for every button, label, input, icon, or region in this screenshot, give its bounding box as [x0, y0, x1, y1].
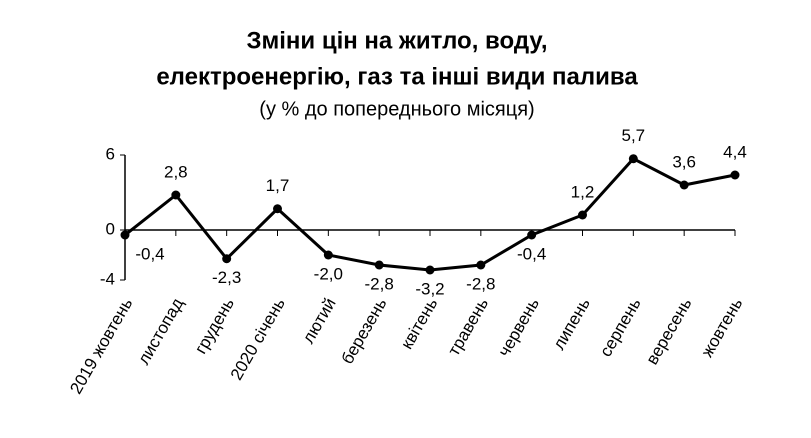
x-tick-label: серпень [596, 295, 645, 360]
value-label: 2,8 [164, 162, 188, 181]
x-tick-label: травень [444, 295, 492, 359]
chart-title: електроенергію, газ та інші види палива [156, 63, 638, 90]
chart-title: Зміни цін на житло, воду, [246, 27, 547, 54]
point [578, 210, 587, 220]
x-tick-label: березень [338, 295, 391, 368]
line [124, 156, 736, 272]
value-label: 5,7 [622, 126, 646, 145]
x-tick-label: грудень [191, 295, 238, 357]
value-label: -2,8 [365, 274, 394, 293]
value-label: -2,3 [212, 268, 241, 287]
value-label: -3,2 [415, 279, 444, 298]
point [679, 180, 689, 190]
x-tick-label: червень [494, 295, 543, 360]
point [171, 190, 181, 200]
y-tick-label: 0 [106, 219, 115, 238]
point [374, 260, 384, 270]
value-label: 1,7 [266, 176, 290, 195]
y-tick-label: -4 [100, 269, 115, 288]
x-tick-label: 2019 жовтень [66, 295, 136, 398]
point [628, 154, 638, 164]
value-label: 4,4 [723, 142, 747, 161]
x-tick-label: листопад [134, 295, 187, 368]
point [425, 265, 435, 275]
point [476, 260, 486, 270]
value-label: -2,8 [466, 274, 495, 293]
x-tick-label: 2020 січень [227, 295, 289, 384]
x-tick-label: лютий [299, 295, 340, 347]
point [730, 170, 740, 180]
point [120, 230, 130, 240]
value-label: 1,2 [571, 182, 595, 201]
chart-subtitle: (у % до попереднього місяця) [259, 98, 534, 120]
x-tick-label: липень [549, 295, 594, 353]
point [273, 204, 282, 214]
value-label: -2,0 [314, 264, 343, 283]
point [527, 230, 537, 240]
point [222, 254, 232, 264]
value-label: 3,6 [672, 152, 696, 171]
x-tick-label: квітень [397, 295, 441, 353]
point [323, 250, 333, 260]
y-tick-label: 6 [106, 144, 115, 163]
x-tick-label: жовтень [698, 295, 747, 361]
value-label: -0,4 [135, 244, 164, 263]
value-label: -0,4 [517, 244, 546, 263]
x-tick-label: вересень [642, 295, 695, 368]
